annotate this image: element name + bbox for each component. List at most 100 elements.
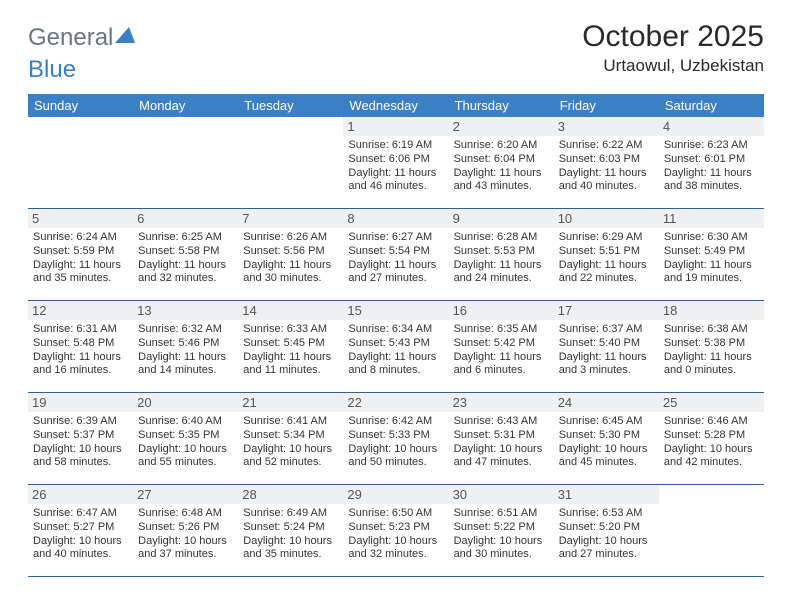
col-wednesday: Wednesday [343,94,448,117]
daylight-text: Daylight: 10 hours and 55 minutes. [138,443,233,471]
day-number: 18 [659,301,764,320]
daylight-text: Daylight: 11 hours and 3 minutes. [559,351,654,379]
day-number: 27 [133,485,238,504]
day-number: 4 [659,117,764,136]
day-details: Sunrise: 6:53 AMSunset: 5:20 PMDaylight:… [559,507,654,562]
sunrise-text: Sunrise: 6:41 AM [243,415,338,429]
day-details: Sunrise: 6:34 AMSunset: 5:43 PMDaylight:… [348,323,443,378]
day-number: 24 [554,393,659,412]
day-number: 29 [343,485,448,504]
month-title: October 2025 [582,20,764,54]
day-number: 8 [343,209,448,228]
day-number: 22 [343,393,448,412]
calendar-cell: 23Sunrise: 6:43 AMSunset: 5:31 PMDayligh… [449,393,554,485]
day-details: Sunrise: 6:26 AMSunset: 5:56 PMDaylight:… [243,231,338,286]
day-details: Sunrise: 6:29 AMSunset: 5:51 PMDaylight:… [559,231,654,286]
calendar-cell: 21Sunrise: 6:41 AMSunset: 5:34 PMDayligh… [238,393,343,485]
sunset-text: Sunset: 5:24 PM [243,521,338,535]
sunrise-text: Sunrise: 6:49 AM [243,507,338,521]
day-number: 9 [449,209,554,228]
day-number: 28 [238,485,343,504]
sunrise-text: Sunrise: 6:24 AM [33,231,128,245]
daylight-text: Daylight: 10 hours and 37 minutes. [138,535,233,563]
day-details: Sunrise: 6:43 AMSunset: 5:31 PMDaylight:… [454,415,549,470]
calendar-cell: 5Sunrise: 6:24 AMSunset: 5:59 PMDaylight… [28,209,133,301]
sunrise-text: Sunrise: 6:29 AM [559,231,654,245]
daylight-text: Daylight: 10 hours and 40 minutes. [33,535,128,563]
daylight-text: Daylight: 10 hours and 30 minutes. [454,535,549,563]
calendar-cell: 26Sunrise: 6:47 AMSunset: 5:27 PMDayligh… [28,485,133,577]
sunrise-text: Sunrise: 6:51 AM [454,507,549,521]
sunset-text: Sunset: 5:35 PM [138,429,233,443]
logo-sail-icon [115,24,135,52]
day-details: Sunrise: 6:51 AMSunset: 5:22 PMDaylight:… [454,507,549,562]
calendar-cell [133,117,238,209]
location: Urtaowul, Uzbekistan [582,56,764,76]
sunrise-text: Sunrise: 6:37 AM [559,323,654,337]
calendar-cell: 31 Sunrise: 6:53 AMSunset: 5:20 PMDayligh… [554,485,659,577]
day-number: 19 [28,393,133,412]
calendar-cell: 30Sunrise: 6:51 AMSunset: 5:22 PMDayligh… [449,485,554,577]
day-number: 6 [133,209,238,228]
sunrise-text: Sunrise: 6:43 AM [454,415,549,429]
day-number: 2 [449,117,554,136]
day-number: 11 [659,209,764,228]
sunrise-text: Sunrise: 6:38 AM [664,323,759,337]
calendar-cell: 20Sunrise: 6:40 AMSunset: 5:35 PMDayligh… [133,393,238,485]
day-details: Sunrise: 6:19 AMSunset: 6:06 PMDaylight:… [348,139,443,194]
daylight-text: Daylight: 10 hours and 50 minutes. [348,443,443,471]
daylight-text: Daylight: 11 hours and 22 minutes. [559,259,654,287]
sunrise-text: Sunrise: 6:48 AM [138,507,233,521]
sunset-text: Sunset: 5:27 PM [33,521,128,535]
calendar-cell: 25Sunrise: 6:46 AMSunset: 5:28 PMDayligh… [659,393,764,485]
calendar-cell: 29 Sunrise: 6:50 AMSunset: 5:23 PMDayligh… [343,485,448,577]
calendar-week: 5Sunrise: 6:24 AMSunset: 5:59 PMDaylight… [28,209,764,301]
sunrise-text: Sunrise: 6:40 AM [138,415,233,429]
day-details: Sunrise: 6:22 AMSunset: 6:03 PMDaylight:… [559,139,654,194]
sunrise-text: Sunrise: 6:34 AM [348,323,443,337]
sunrise-text: Sunrise: 6:20 AM [454,139,549,153]
calendar-week: 26Sunrise: 6:47 AMSunset: 5:27 PMDayligh… [28,485,764,577]
day-details: Sunrise: 6:41 AMSunset: 5:34 PMDaylight:… [243,415,338,470]
day-details: Sunrise: 6:25 AMSunset: 5:58 PMDaylight:… [138,231,233,286]
sunset-text: Sunset: 5:53 PM [454,245,549,259]
calendar-cell [28,117,133,209]
day-details: Sunrise: 6:39 AMSunset: 5:37 PMDaylight:… [33,415,128,470]
daylight-text: Daylight: 11 hours and 24 minutes. [454,259,549,287]
logo-text-1: General [28,24,113,52]
day-number: 17 [554,301,659,320]
calendar-cell [238,117,343,209]
calendar-page: General October 2025 Urtaowul, Uzbekista… [0,0,792,587]
daylight-text: Daylight: 10 hours and 52 minutes. [243,443,338,471]
day-details: Sunrise: 6:48 AMSunset: 5:26 PMDaylight:… [138,507,233,562]
day-number: 31 [554,485,659,504]
day-details: Sunrise: 6:50 AMSunset: 5:23 PMDaylight:… [348,507,443,562]
sunset-text: Sunset: 5:37 PM [33,429,128,443]
day-number: 16 [449,301,554,320]
day-number: 10 [554,209,659,228]
day-details: Sunrise: 6:46 AMSunset: 5:28 PMDaylight:… [664,415,759,470]
col-thursday: Thursday [449,94,554,117]
calendar-body: 1Sunrise: 6:19 AMSunset: 6:06 PMDaylight… [28,117,764,577]
day-details: Sunrise: 6:30 AMSunset: 5:49 PMDaylight:… [664,231,759,286]
calendar-week: 12Sunrise: 6:31 AMSunset: 5:48 PMDayligh… [28,301,764,393]
sunrise-text: Sunrise: 6:22 AM [559,139,654,153]
calendar-cell: 12Sunrise: 6:31 AMSunset: 5:48 PMDayligh… [28,301,133,393]
sunrise-text: Sunrise: 6:19 AM [348,139,443,153]
sunset-text: Sunset: 5:42 PM [454,337,549,351]
col-monday: Monday [133,94,238,117]
calendar-cell: 3Sunrise: 6:22 AMSunset: 6:03 PMDaylight… [554,117,659,209]
sunrise-text: Sunrise: 6:28 AM [454,231,549,245]
sunset-text: Sunset: 5:20 PM [559,521,654,535]
col-sunday: Sunday [28,94,133,117]
sunrise-text: Sunrise: 6:45 AM [559,415,654,429]
calendar-cell: 15Sunrise: 6:34 AMSunset: 5:43 PMDayligh… [343,301,448,393]
calendar-cell [659,485,764,577]
sunset-text: Sunset: 5:40 PM [559,337,654,351]
calendar-table: Sunday Monday Tuesday Wednesday Thursday… [28,94,764,577]
calendar-cell: 8Sunrise: 6:27 AMSunset: 5:54 PMDaylight… [343,209,448,301]
calendar-cell: 19 Sunrise: 6:39 AMSunset: 5:37 PMDayligh… [28,393,133,485]
daylight-text: Daylight: 10 hours and 27 minutes. [559,535,654,563]
sunrise-text: Sunrise: 6:23 AM [664,139,759,153]
sunrise-text: Sunrise: 6:46 AM [664,415,759,429]
